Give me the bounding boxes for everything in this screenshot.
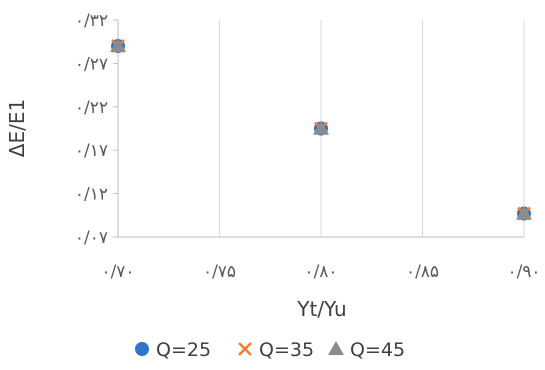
y-tick-label: ۰/۲۲ (75, 98, 108, 118)
legend-item: Q=35 (238, 339, 314, 361)
labels-layer: Yt/Yu ΔE/E1 ۰/۰۷ ۰/۱۲ ۰/۱۷ ۰/۲۲ ۰/۲۷ ۰/۳۲ ۰/۷۰… (5, 11, 541, 321)
x-tick-label: ۰/۷۰ (101, 262, 134, 282)
axis-layer (113, 19, 524, 238)
legend-marker (135, 342, 149, 356)
y-tick-label: ۰/۱۷ (75, 141, 108, 161)
point-q-45 (516, 205, 532, 220)
y-axis-title: ΔE/E1 (5, 99, 29, 157)
y-tick-label: ۰/۳۲ (75, 11, 108, 31)
legend-label: Q=45 (350, 339, 405, 361)
legend-label: Q=35 (259, 339, 314, 361)
y-tick-label: ۰/۲۷ (75, 54, 108, 74)
grid-layer (219, 20, 525, 237)
x-axis-title: Yt/Yu (296, 297, 346, 321)
y-tick-label: ۰/۱۲ (75, 185, 108, 205)
y-tick-label: ۰/۰۷ (75, 228, 108, 248)
legend-marker (328, 341, 344, 355)
legend-item: Q=25 (135, 339, 211, 361)
x-tick-label: ۰/۸۵ (406, 262, 439, 282)
x-tick-label: ۰/۷۵ (203, 262, 236, 282)
x-tick-label: ۰/۹۰ (507, 262, 540, 282)
legend-item: Q=45 (328, 339, 405, 361)
x-tick-label: ۰/۸۰ (304, 262, 337, 282)
point-q-45 (110, 38, 126, 53)
point-q-45 (313, 120, 329, 135)
legend-marker (238, 342, 252, 356)
marks-layer (110, 38, 532, 221)
legend-label: Q=25 (156, 339, 211, 361)
legend: Q=25 Q=35 Q=45 (135, 339, 405, 361)
